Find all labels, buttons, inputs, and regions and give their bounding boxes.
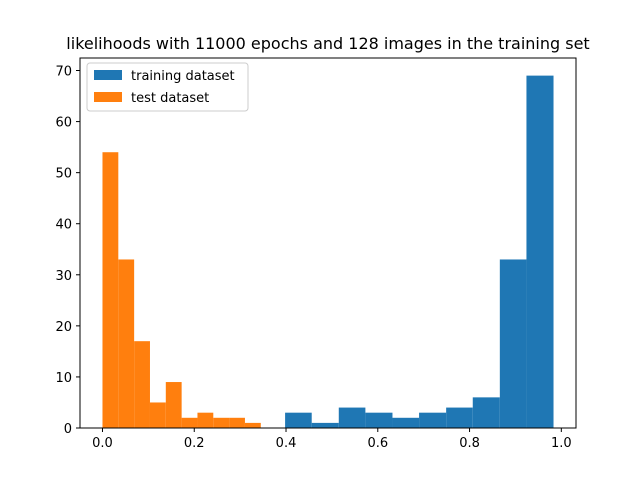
- plot-area-frame: [79, 57, 577, 429]
- bar-training-0: [285, 412, 312, 428]
- legend-label-test: test dataset: [131, 91, 209, 106]
- y-tick-label: 70: [55, 65, 72, 80]
- bar-training-7: [472, 397, 500, 428]
- bar-test-4: [165, 382, 182, 428]
- bar-training-8: [499, 259, 527, 428]
- bar-training-3: [365, 412, 393, 428]
- bar-test-8: [229, 417, 245, 428]
- bar-test-3: [149, 402, 166, 428]
- y-tick-label: 0: [64, 422, 72, 437]
- bar-test-6: [197, 412, 214, 428]
- chart-title: likelihoods with 11000 epochs and 128 im…: [66, 34, 589, 53]
- bar-training-6: [446, 407, 473, 428]
- legend-label-training: training dataset: [131, 69, 235, 84]
- legend: training dataset test dataset: [86, 62, 249, 112]
- legend-box: [86, 62, 249, 112]
- bar-test-9: [244, 422, 261, 428]
- bar-training-1: [311, 422, 339, 428]
- bar-training-4: [392, 417, 420, 428]
- y-tick-label: 30: [55, 269, 72, 284]
- x-tick-label: 0.0: [92, 436, 113, 451]
- y-tick-label: 10: [55, 371, 72, 386]
- y-tick-label: 40: [55, 218, 72, 233]
- x-tick-label: 0.8: [459, 436, 480, 451]
- bar-training-2: [338, 407, 366, 428]
- legend-swatch-test: [94, 92, 122, 102]
- bar-test-2: [134, 341, 150, 428]
- y-tick-label: 60: [55, 116, 72, 131]
- bar-training-5: [419, 412, 447, 428]
- bar-test-7: [213, 417, 230, 428]
- legend-swatch-training: [94, 70, 122, 80]
- y-axis: 0 10 20 30 40 50 60 70: [55, 65, 80, 437]
- bars-layer: [102, 75, 554, 429]
- y-tick-label: 20: [55, 320, 72, 335]
- x-tick-label: 0.2: [184, 436, 205, 451]
- bar-test-5: [181, 417, 198, 428]
- y-tick-label: 50: [55, 167, 72, 182]
- x-tick-label: 1.0: [551, 436, 572, 451]
- x-tick-label: 0.6: [367, 436, 388, 451]
- bar-training-9: [526, 75, 554, 429]
- x-tick-label: 0.4: [276, 436, 297, 451]
- x-axis: 0.0 0.2 0.4 0.6 0.8 1.0: [92, 428, 572, 451]
- bar-test-1: [118, 259, 135, 428]
- bar-test-0: [102, 152, 119, 428]
